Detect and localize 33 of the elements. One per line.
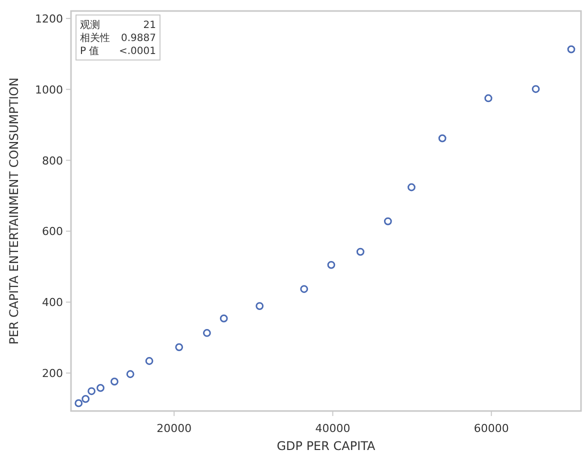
point (202, 329, 211, 337)
y-tick-label: 600 (42, 225, 63, 238)
annotation: 相关性 0.9887 (80, 32, 156, 44)
point (126, 370, 134, 378)
y-tick-label: 1000 (35, 83, 63, 96)
point (356, 248, 364, 256)
x-axis-title: GDP PER CAPITA (276, 439, 376, 452)
x-tick-label: 60000 (474, 422, 509, 435)
point (220, 314, 228, 322)
point (408, 183, 416, 192)
point (110, 378, 118, 386)
point (96, 384, 104, 392)
point (567, 45, 576, 54)
point (82, 394, 90, 403)
point (327, 260, 336, 269)
point (175, 343, 184, 352)
point (532, 85, 540, 93)
point (256, 302, 264, 310)
point (384, 217, 392, 226)
y-tick-label: 800 (42, 154, 63, 168)
point (438, 134, 446, 142)
x-tick-label: 20000 (156, 422, 192, 435)
point (88, 387, 96, 396)
point (300, 285, 308, 293)
y-axis-title: PER CAPITA ENTERTAINMENT CONSUMPTION (7, 78, 21, 344)
stats-box: 观测 21 相关性 0.9887 P 值 <.0001 (76, 14, 160, 60)
x-tick-label: 40000 (315, 422, 350, 435)
y-tick-label: 400 (42, 296, 63, 310)
y-tick-label: 1200 (35, 12, 63, 26)
point (484, 94, 492, 102)
point (74, 399, 83, 408)
y-tick-label: 200 (42, 367, 63, 380)
point (145, 357, 154, 365)
